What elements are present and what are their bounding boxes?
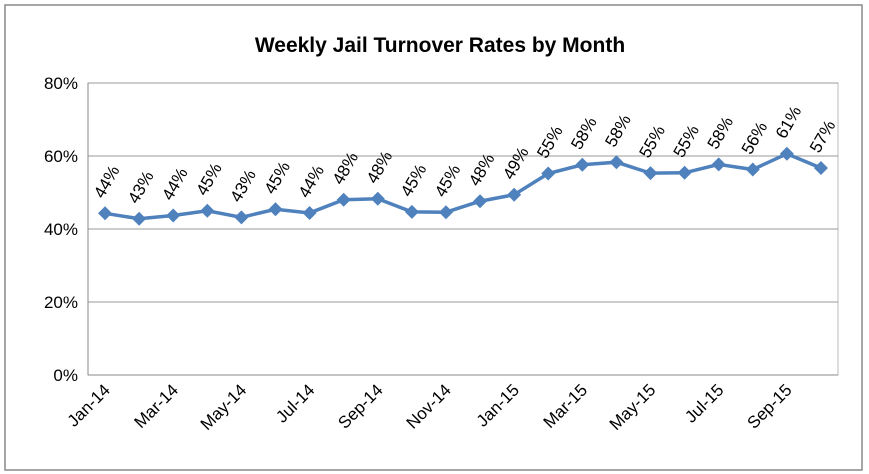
- marker: [268, 202, 283, 217]
- marker: [711, 157, 726, 172]
- marker: [507, 187, 522, 202]
- marker: [575, 157, 590, 172]
- marker: [404, 204, 419, 219]
- marker: [200, 203, 215, 218]
- marker: [473, 194, 488, 209]
- marker: [302, 205, 317, 220]
- marker: [779, 146, 794, 161]
- series-line: [104, 151, 822, 221]
- y-tick-label: 60%: [44, 147, 78, 166]
- y-tick-label: 0%: [53, 366, 78, 385]
- y-tick-label: 80%: [44, 74, 78, 93]
- marker: [643, 166, 658, 181]
- marker: [98, 206, 113, 221]
- marker: [541, 166, 556, 181]
- y-tick-label: 40%: [44, 220, 78, 239]
- marker: [813, 161, 828, 176]
- marker: [234, 210, 249, 225]
- marker: [677, 165, 692, 180]
- marker: [438, 205, 453, 220]
- marker: [166, 208, 181, 223]
- y-tick-label: 20%: [44, 293, 78, 312]
- marker: [745, 162, 760, 177]
- chart-title: Weekly Jail Turnover Rates by Month: [255, 34, 625, 57]
- marker: [609, 155, 624, 170]
- marker: [336, 192, 351, 207]
- marker: [370, 191, 385, 206]
- marker: [132, 211, 147, 226]
